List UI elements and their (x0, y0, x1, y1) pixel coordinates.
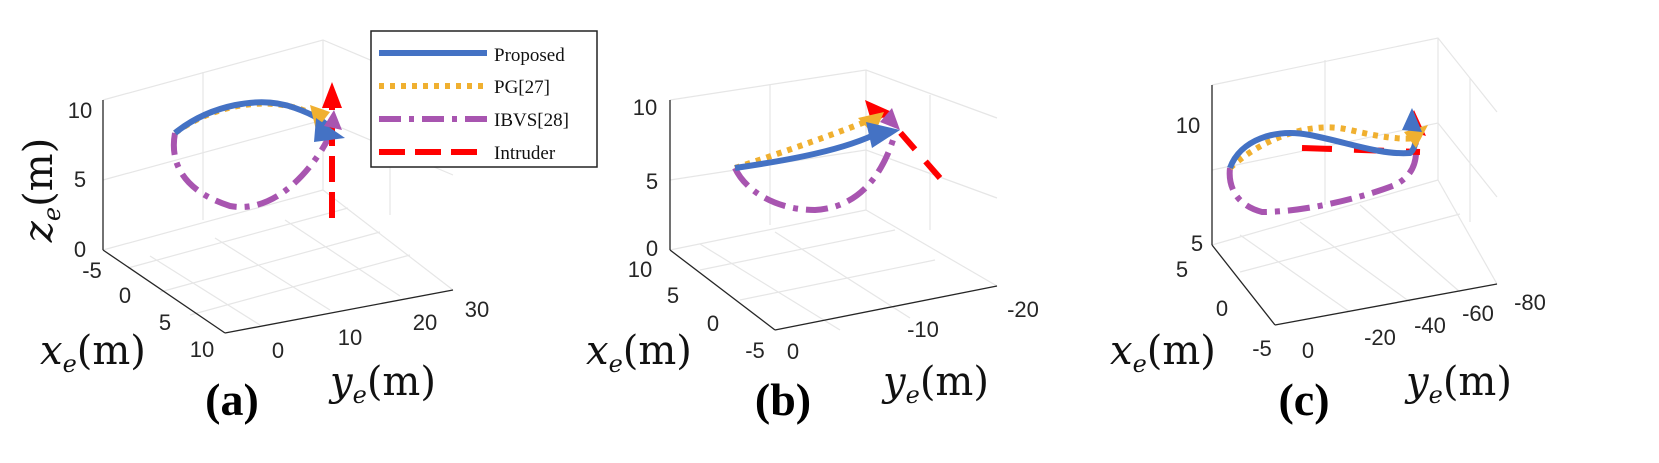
panel-a-ytick: 20 (413, 310, 437, 335)
panel-b-xlabel: xe(m) (586, 328, 692, 378)
panel-b-ytick: -10 (907, 317, 939, 342)
panel-b-axes (669, 100, 998, 331)
panel-a-ztick: 0 (74, 237, 86, 262)
panel-b: 0 5 10 10 5 0 -5 0 -10 -20 xe(m) ye(m) (… (586, 69, 1039, 425)
panel-a-caption: (a) (205, 374, 259, 425)
panel-a-ibvs-line (170, 123, 338, 210)
panel-b-ylabel: ye(m) (881, 359, 989, 409)
panel-c-ylabel: ye(m) (1404, 359, 1512, 409)
legend: Proposed PG[27] IBVS[28] Intruder (370, 30, 598, 168)
panel-b-ytick: 0 (787, 339, 799, 364)
panel-b-ytick: -20 (1007, 297, 1039, 322)
panel-c-ibvs-line (1226, 127, 1420, 216)
legend-label-proposed: Proposed (494, 45, 565, 66)
panel-b-xtick: -5 (745, 338, 765, 363)
panel-c-xlabel: xe(m) (1110, 328, 1216, 378)
panel-b-ibvs-line (732, 139, 896, 214)
panel-b-pg-line (734, 117, 872, 171)
panel-a-ztick: 10 (68, 98, 92, 123)
panel-b-ibvs-arrowhead (880, 108, 900, 130)
panel-b-intruder-line (882, 113, 943, 180)
panel-b-xtick: 5 (667, 283, 679, 308)
panel-a-xlabel: xe(m) (40, 328, 146, 378)
svg-text:ze(m): ze(m) (16, 138, 66, 243)
panel-c-xtick: 5 (1176, 257, 1188, 282)
panel-a-ibvs-arrowhead (324, 110, 342, 130)
panel-a-ylabel: ye(m) (328, 359, 436, 409)
panel-c-caption: (c) (1278, 374, 1329, 425)
panel-c-ytick: -40 (1414, 313, 1446, 338)
panel-a: 0 5 10 -5 0 5 10 0 10 20 30 ze(m) xe(m) … (16, 39, 489, 425)
panel-a-proposed-line (173, 99, 335, 136)
panel-c-ytick: -20 (1364, 325, 1396, 350)
panel-a-ztick: 5 (74, 167, 86, 192)
panel-b-xtick: 0 (707, 311, 719, 336)
panel-c-axes (1211, 85, 1498, 326)
panel-c-pg-line (1227, 124, 1419, 171)
panel-c-ztick: 5 (1191, 231, 1203, 256)
panel-a-intruder-arrowhead (322, 82, 342, 108)
panel-b-proposed-arrowhead (866, 122, 900, 148)
panel-c: 5 10 5 0 -5 0 -20 -40 -60 -80 xe(m) ye(m… (1110, 37, 1546, 425)
legend-label-ibvs: IBVS[28] (494, 110, 569, 131)
panel-c-ytick: 0 (1302, 338, 1314, 363)
panel-a-xtick: -5 (82, 258, 102, 283)
panel-c-ztick: 10 (1176, 113, 1200, 138)
panel-c-xtick: 0 (1216, 296, 1228, 321)
panel-a-pg-arrowhead (310, 105, 330, 130)
panel-c-xtick: -5 (1252, 336, 1272, 361)
legend-label-intruder: Intruder (494, 143, 556, 164)
panel-b-caption: (b) (755, 374, 811, 425)
panel-a-xtick: 5 (159, 310, 171, 335)
panel-a-zlabel: ze(m) (16, 138, 66, 243)
panel-a-ytick: 0 (272, 338, 284, 363)
panel-b-ztick: 0 (646, 236, 658, 261)
panel-b-grid (669, 69, 998, 331)
panel-c-ytick: -80 (1514, 290, 1546, 315)
panel-a-axes (102, 100, 454, 334)
panel-a-xtick: 0 (119, 283, 131, 308)
panel-c-ytick: -60 (1462, 301, 1494, 326)
panel-a-proposed-arrowhead (314, 118, 345, 142)
panel-c-proposed-arrowhead (1402, 108, 1422, 132)
panel-a-xtick: 10 (190, 337, 214, 362)
panel-a-ytick: 30 (465, 297, 489, 322)
panel-b-xtick: 10 (628, 257, 652, 282)
panel-b-ztick: 10 (633, 95, 657, 120)
panel-c-grid (1211, 37, 1498, 313)
panel-b-ztick: 5 (646, 169, 658, 194)
panel-b-proposed-line (734, 129, 882, 171)
legend-label-pg: PG[27] (494, 77, 550, 98)
panel-a-ytick: 10 (338, 325, 362, 350)
